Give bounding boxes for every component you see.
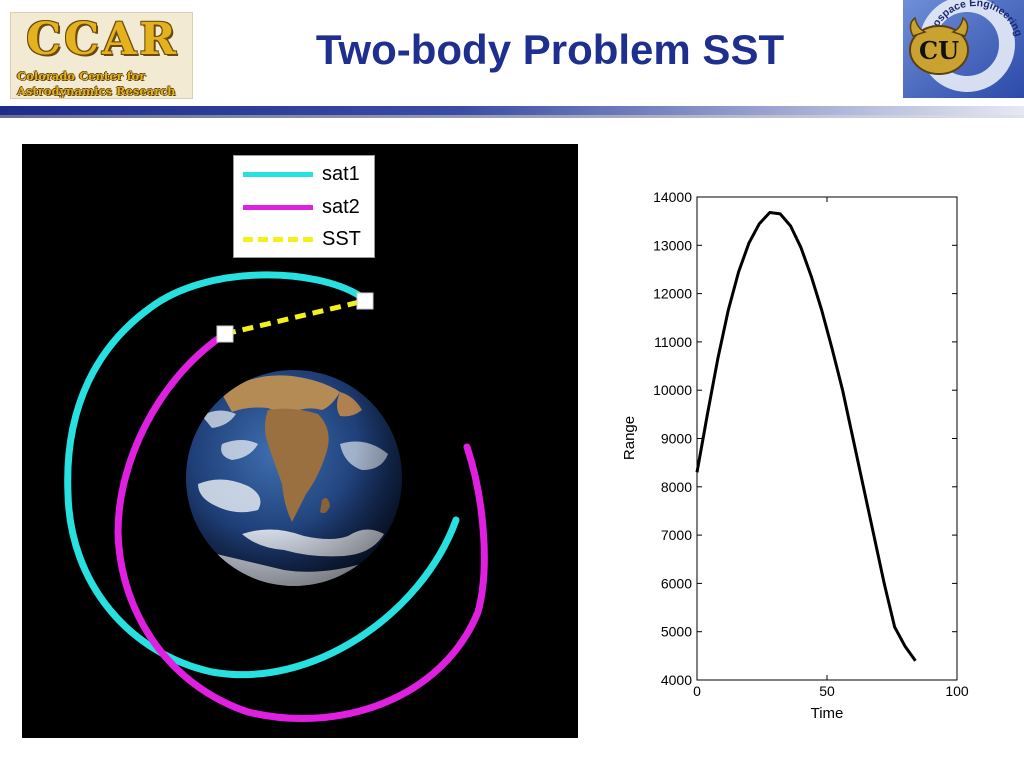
y-axis-label: Range	[621, 416, 638, 460]
legend-label-sat2: sat2	[322, 196, 360, 218]
cu-aerospace-logo: Aerospace Engineering CU	[903, 0, 1024, 98]
y-tick-label: 13000	[653, 237, 692, 253]
plot-area	[696, 196, 958, 681]
y-tick-label: 5000	[661, 624, 692, 640]
orbit-diagram-svg	[64, 271, 488, 722]
legend-item-sst: SST	[234, 224, 374, 254]
y-tick-label: 11000	[654, 334, 692, 350]
y-tick-label: 14000	[653, 189, 692, 205]
legend-swatch-sat1	[243, 172, 313, 177]
header-rule-shadow	[0, 115, 1024, 118]
sat1-orbit	[64, 271, 460, 679]
ccar-logo-line2: Astrodynamics Research	[17, 84, 176, 98]
x-axis-label: Time	[811, 705, 844, 722]
y-axis-ticks: 4000 5000 6000 7000 8000 9000 10000 11000 12000 1…	[653, 189, 957, 688]
y-tick-label: 9000	[661, 431, 692, 447]
ccar-logo: CCAR Colorado Center for Astrodynamics R…	[10, 12, 193, 99]
buffalo-icon	[909, 25, 969, 75]
range-series-line	[695, 211, 917, 662]
header-rule	[0, 106, 1024, 115]
y-tick-label: 4000	[661, 672, 692, 688]
y-tick-label: 10000	[653, 382, 692, 398]
earth-shading	[186, 370, 402, 586]
cu-aerospace-logo-graphic: Aerospace Engineering CU	[903, 0, 1024, 98]
ccar-logo-abbrev: CCAR	[26, 14, 179, 65]
legend-item-sat2: sat2	[234, 192, 374, 222]
y-tick-label: 8000	[661, 479, 692, 495]
cu-monogram: CU	[919, 36, 959, 65]
x-tick-label: 50	[819, 683, 835, 699]
legend-label-sst: SST	[322, 228, 361, 250]
page-title: Two-body Problem SST	[315, 26, 785, 73]
y-tick-label: 7000	[661, 527, 692, 543]
x-axis-ticks: 0 50 100	[693, 197, 969, 699]
buffalo-horn-icon	[909, 16, 927, 37]
orbit-legend: sat1 sat2 SST	[233, 155, 375, 258]
range-plot-svg: 4000 5000 6000 7000 8000 9000 10000 11000 12000 1…	[621, 189, 969, 722]
sst-link	[224, 298, 365, 337]
legend-swatch-sat2	[243, 205, 313, 210]
x-tick-label: 100	[945, 683, 969, 699]
x-tick-label: 0	[693, 683, 701, 699]
sat1-marker	[356, 292, 374, 310]
ccar-logo-line1: Colorado Center for	[17, 69, 146, 83]
y-tick-label: 6000	[661, 575, 692, 591]
y-tick-label: 12000	[653, 286, 692, 302]
range-plot: 4000 5000 6000 7000 8000 9000 10000 11000 12000 1…	[612, 182, 984, 730]
legend-label-sat1: sat1	[322, 163, 360, 185]
legend-swatch-sst	[243, 237, 313, 242]
earth-image	[186, 370, 402, 586]
legend-item-sat1: sat1	[234, 159, 374, 189]
sat2-marker	[216, 325, 234, 343]
sat2-orbit	[114, 332, 488, 722]
buffalo-horn-icon	[951, 16, 969, 37]
